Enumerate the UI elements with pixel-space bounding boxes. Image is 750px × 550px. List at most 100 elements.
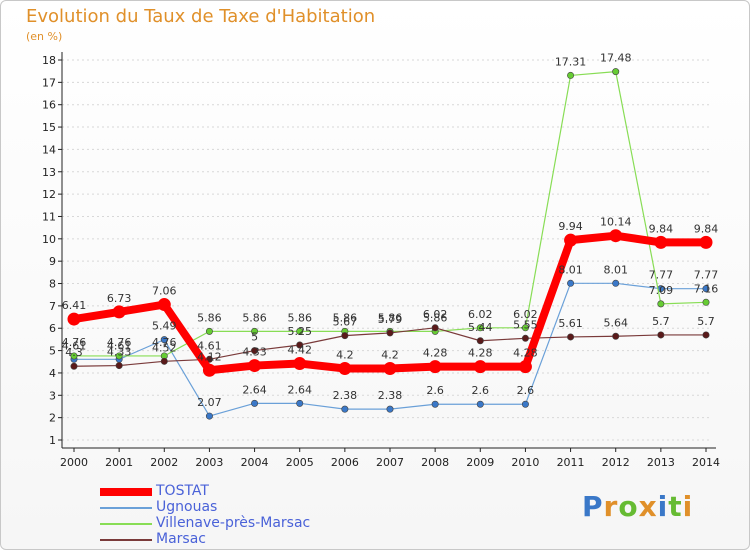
data-point	[67, 312, 81, 326]
y-tick-label: 1	[49, 434, 56, 447]
data-point	[702, 331, 710, 339]
logo-letter: P	[582, 490, 604, 523]
x-tick-label: 2000	[60, 456, 88, 469]
data-label: 5.7	[697, 315, 715, 328]
x-tick-label: 2002	[150, 456, 178, 469]
data-point	[115, 362, 123, 370]
logo-letter: i	[682, 490, 694, 523]
data-label: 2.07	[197, 396, 222, 409]
data-point	[612, 279, 620, 287]
x-tick-label: 2004	[241, 456, 269, 469]
data-label: 5.44	[468, 321, 493, 334]
data-label: 4.33	[242, 346, 267, 359]
data-point	[657, 300, 665, 308]
data-point	[567, 279, 575, 287]
y-tick-label: 13	[42, 166, 56, 179]
data-label: 6.73	[107, 292, 132, 305]
data-point	[473, 360, 487, 374]
data-label: 8.01	[603, 263, 628, 276]
data-point	[338, 361, 352, 375]
data-point	[202, 363, 216, 377]
data-label: 4.28	[468, 347, 493, 360]
data-label: 4.28	[513, 347, 538, 360]
data-point	[160, 357, 168, 365]
data-label: 5.86	[197, 311, 222, 324]
data-point	[251, 347, 259, 355]
data-label: 5.55	[513, 318, 538, 331]
data-point	[612, 68, 620, 76]
legend-swatch	[100, 488, 152, 496]
legend-label: Marsac	[156, 531, 206, 547]
data-point	[341, 332, 349, 340]
data-label: 2.6	[426, 384, 444, 397]
data-point	[476, 324, 484, 332]
logo-letter: x	[638, 490, 658, 523]
data-point	[476, 337, 484, 345]
y-tick-label: 6	[49, 322, 56, 335]
data-label: 4.12	[197, 350, 222, 363]
data-point	[386, 329, 394, 337]
logo-letter: t	[668, 490, 683, 523]
chart-title: Evolution du Taux de Taxe d'Habitation	[26, 6, 376, 27]
y-tick-label: 12	[42, 188, 56, 201]
data-point	[157, 298, 171, 312]
data-point	[293, 357, 307, 371]
data-label: 5.67	[333, 316, 358, 329]
x-tick-label: 2005	[286, 456, 314, 469]
logo-letter: r	[603, 490, 619, 523]
data-label: 5.86	[242, 311, 267, 324]
data-label: 4.76	[62, 336, 87, 349]
data-point	[160, 336, 168, 344]
data-label: 6.41	[62, 299, 87, 312]
data-label: 4.42	[287, 344, 312, 357]
data-point	[657, 331, 665, 339]
data-point	[702, 285, 710, 293]
y-tick-label: 17	[42, 76, 56, 89]
legend-swatch	[100, 523, 152, 525]
x-tick-label: 2001	[105, 456, 133, 469]
data-label: 4.61	[107, 339, 132, 352]
data-point	[205, 412, 213, 420]
data-label: 5.25	[287, 325, 312, 338]
data-label: 8.01	[558, 263, 583, 276]
y-tick-label: 3	[49, 389, 56, 402]
x-tick-label: 2008	[421, 456, 449, 469]
data-label: 4.76	[152, 336, 177, 349]
data-point	[205, 327, 213, 335]
data-point	[612, 332, 620, 340]
data-point	[609, 229, 623, 243]
data-label: 2.6	[472, 384, 490, 397]
data-label: 4.61	[62, 339, 87, 352]
data-point	[341, 405, 349, 413]
data-label: 5.49	[152, 320, 177, 333]
y-tick-label: 4	[49, 367, 56, 380]
data-label: 17.31	[555, 55, 587, 68]
y-tick-label: 18	[42, 54, 56, 67]
data-label: 5.7	[652, 315, 670, 328]
data-label: 4.2	[336, 348, 354, 361]
data-label: 6.02	[468, 308, 493, 321]
data-label: 9.94	[558, 220, 583, 233]
unit-label: (en %)	[26, 30, 63, 43]
data-point	[70, 352, 78, 360]
data-label: 4.28	[423, 347, 448, 360]
data-point	[521, 400, 529, 408]
y-tick-label: 2	[49, 412, 56, 425]
x-tick-label: 2009	[466, 456, 494, 469]
data-point	[251, 399, 259, 407]
data-point	[518, 360, 532, 374]
data-point	[296, 341, 304, 349]
y-tick-label: 10	[42, 233, 56, 246]
data-label: 5.86	[287, 311, 312, 324]
data-point	[115, 352, 123, 360]
x-tick-label: 2014	[692, 456, 720, 469]
data-point	[564, 233, 578, 247]
x-tick-label: 2003	[195, 456, 223, 469]
x-tick-label: 2006	[331, 456, 359, 469]
data-point	[431, 400, 439, 408]
data-label: 4.3	[65, 346, 83, 359]
proxiti-logo: Proxiti	[582, 490, 693, 523]
x-tick-label: 2010	[511, 456, 539, 469]
data-label: 6.02	[423, 308, 448, 321]
